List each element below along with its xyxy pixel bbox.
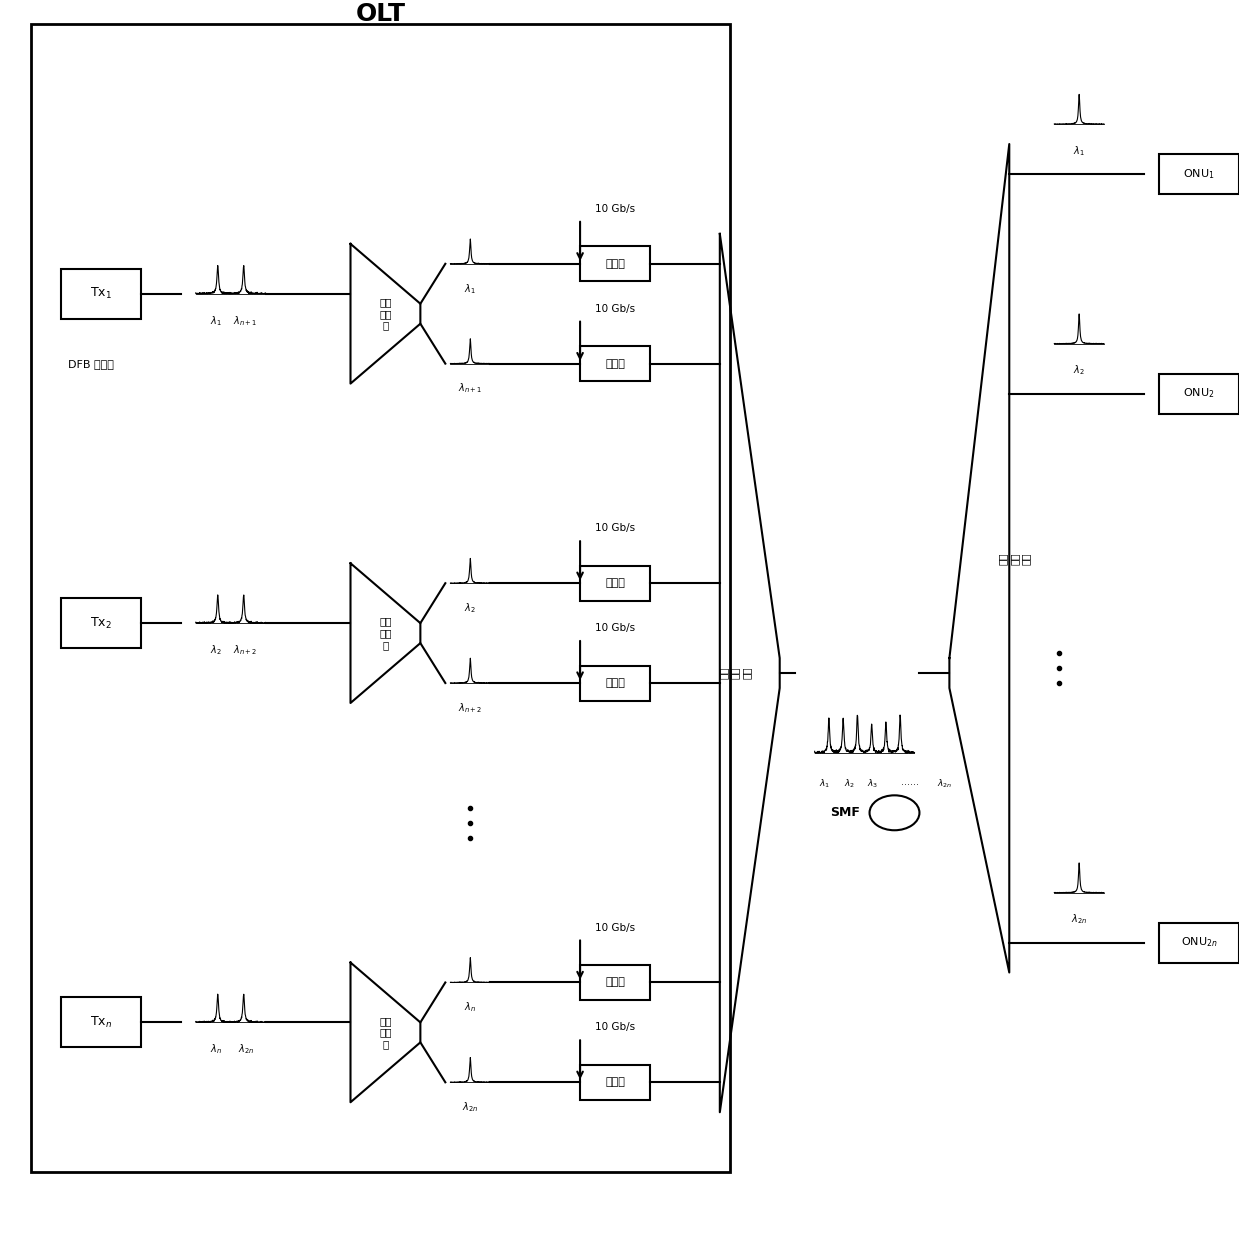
Text: $\lambda_{n+1}$: $\lambda_{n+1}$ — [458, 381, 482, 395]
Text: $\lambda_{2n}$: $\lambda_{2n}$ — [1071, 913, 1087, 927]
Text: $\lambda_1$: $\lambda_1$ — [818, 777, 831, 790]
Text: Tx$_n$: Tx$_n$ — [91, 1015, 112, 1030]
Text: $\lambda_{2n}$: $\lambda_{2n}$ — [936, 777, 952, 790]
Text: 波分
复用
器: 波分 复用 器 — [379, 616, 392, 650]
Text: 10 Gb/s: 10 Gb/s — [595, 623, 635, 633]
Text: $\lambda_2$: $\lambda_2$ — [465, 601, 476, 615]
Text: $\lambda_2$: $\lambda_2$ — [210, 643, 222, 657]
Text: $\ldots\ldots$: $\ldots\ldots$ — [900, 777, 919, 787]
FancyBboxPatch shape — [61, 997, 141, 1047]
Text: $\lambda_1$: $\lambda_1$ — [1074, 144, 1085, 158]
FancyBboxPatch shape — [580, 1064, 650, 1099]
Text: ONU$_2$: ONU$_2$ — [1183, 386, 1215, 400]
Text: DFB 激光器: DFB 激光器 — [68, 359, 114, 369]
FancyBboxPatch shape — [580, 347, 650, 381]
Text: 调制器: 调制器 — [605, 1077, 625, 1087]
FancyBboxPatch shape — [61, 268, 141, 319]
Text: OLT: OLT — [356, 2, 405, 26]
Text: 10 Gb/s: 10 Gb/s — [595, 523, 635, 533]
Text: $\lambda_n$: $\lambda_n$ — [210, 1042, 222, 1056]
Text: 波分
复用
器: 波分 复用 器 — [379, 1016, 392, 1049]
Text: $\lambda_{2n}$: $\lambda_{2n}$ — [238, 1042, 254, 1056]
Text: $\lambda_{n+1}$: $\lambda_{n+1}$ — [233, 314, 258, 328]
Text: 调制器: 调制器 — [605, 258, 625, 268]
Text: 调制器: 调制器 — [605, 678, 625, 688]
FancyBboxPatch shape — [1159, 374, 1239, 414]
Text: $\lambda_2$: $\lambda_2$ — [844, 777, 856, 790]
Text: 10 Gb/s: 10 Gb/s — [595, 304, 635, 314]
Text: 波分
复用
器: 波分 复用 器 — [379, 297, 392, 330]
Text: Tx$_2$: Tx$_2$ — [91, 616, 112, 631]
Text: ONU$_1$: ONU$_1$ — [1183, 168, 1215, 181]
FancyBboxPatch shape — [580, 246, 650, 281]
Text: $\lambda_1$: $\lambda_1$ — [464, 282, 476, 296]
Text: ONU$_{2n}$: ONU$_{2n}$ — [1180, 935, 1218, 949]
FancyBboxPatch shape — [580, 566, 650, 601]
Text: 陈列
波导
光栅: 陈列 波导 光栅 — [998, 551, 1030, 565]
FancyBboxPatch shape — [1159, 923, 1239, 963]
Text: 调制器: 调制器 — [605, 977, 625, 987]
Text: $\lambda_{n+2}$: $\lambda_{n+2}$ — [458, 700, 482, 715]
Text: Tx$_1$: Tx$_1$ — [91, 286, 112, 302]
Text: 10 Gb/s: 10 Gb/s — [595, 923, 635, 933]
Text: SMF: SMF — [830, 806, 859, 820]
Text: $\lambda_1$: $\lambda_1$ — [210, 314, 222, 328]
Text: 10 Gb/s: 10 Gb/s — [595, 1022, 635, 1032]
Text: 调制器: 调制器 — [605, 359, 625, 369]
Text: 调制器: 调制器 — [605, 579, 625, 589]
FancyBboxPatch shape — [1159, 154, 1239, 194]
Text: 10 Gb/s: 10 Gb/s — [595, 204, 635, 214]
FancyBboxPatch shape — [580, 666, 650, 700]
Text: $\lambda_{n+2}$: $\lambda_{n+2}$ — [233, 643, 258, 657]
Text: $\lambda_{2n}$: $\lambda_{2n}$ — [463, 1100, 479, 1114]
FancyBboxPatch shape — [580, 965, 650, 1000]
FancyBboxPatch shape — [61, 599, 141, 648]
Text: 陈列
波导
光栅: 陈列 波导 光栅 — [718, 667, 751, 679]
Text: $\lambda_3$: $\lambda_3$ — [867, 777, 878, 790]
Text: $\lambda_n$: $\lambda_n$ — [464, 1001, 476, 1015]
Text: $\lambda_2$: $\lambda_2$ — [1074, 364, 1085, 378]
